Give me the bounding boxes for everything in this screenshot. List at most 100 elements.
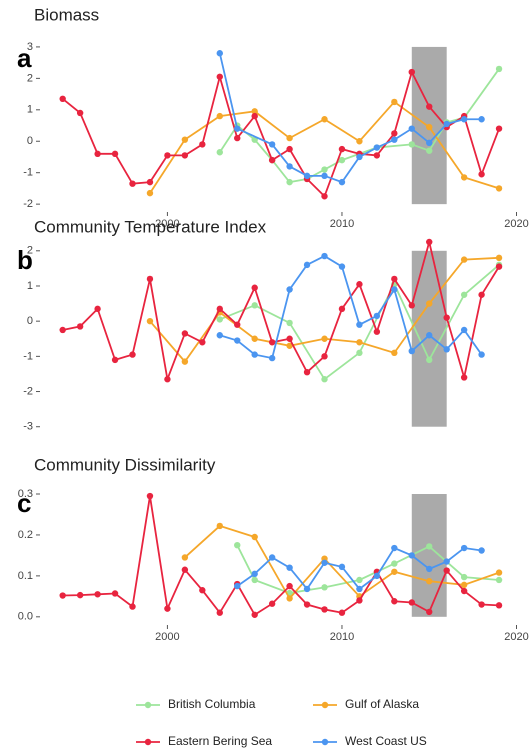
series-line bbox=[62, 241, 500, 383]
data-point bbox=[426, 139, 433, 147]
data-point bbox=[216, 609, 223, 616]
data-point bbox=[408, 302, 415, 309]
data-point bbox=[373, 144, 381, 151]
data-point bbox=[286, 286, 293, 293]
data-point bbox=[59, 95, 66, 103]
data-point bbox=[391, 560, 398, 567]
series-line bbox=[219, 68, 500, 184]
data-point bbox=[460, 544, 468, 552]
data-point bbox=[76, 323, 84, 330]
data-point bbox=[111, 590, 119, 597]
data-point bbox=[495, 125, 503, 132]
data-point bbox=[146, 189, 154, 197]
data-point bbox=[426, 103, 433, 110]
data-point bbox=[286, 595, 293, 602]
data-point bbox=[426, 238, 433, 246]
data-point bbox=[426, 123, 433, 131]
data-point bbox=[338, 305, 346, 313]
data-point bbox=[426, 543, 433, 550]
data-point bbox=[460, 256, 468, 263]
data-point bbox=[408, 599, 415, 606]
data-point bbox=[129, 351, 136, 358]
legend-label: British Columbia bbox=[168, 697, 256, 711]
data-point bbox=[460, 573, 468, 581]
data-point bbox=[234, 541, 241, 549]
data-point bbox=[181, 554, 189, 561]
data-point bbox=[268, 339, 276, 346]
data-point bbox=[199, 339, 206, 346]
data-point bbox=[391, 286, 398, 293]
y-tick-label: 2 bbox=[27, 72, 33, 84]
data-point bbox=[251, 570, 258, 578]
data-point bbox=[373, 312, 381, 320]
data-point bbox=[251, 351, 258, 358]
y-tick-label: -2 bbox=[23, 385, 33, 397]
data-point bbox=[338, 263, 346, 270]
panel-letter: a bbox=[17, 43, 32, 73]
data-point bbox=[478, 547, 485, 554]
data-point bbox=[251, 284, 258, 291]
data-point bbox=[216, 50, 223, 57]
x-tick-label: 2010 bbox=[330, 218, 354, 230]
data-point bbox=[408, 141, 415, 148]
data-point bbox=[286, 342, 293, 349]
data-point bbox=[268, 141, 276, 148]
data-point bbox=[94, 150, 101, 158]
data-point bbox=[391, 544, 398, 552]
y-tick-label: 1 bbox=[27, 280, 33, 292]
y-tick-label: 1 bbox=[27, 104, 33, 116]
data-point bbox=[443, 120, 450, 128]
data-point bbox=[234, 134, 241, 142]
data-point bbox=[373, 328, 381, 335]
data-point bbox=[181, 358, 189, 365]
data-point bbox=[59, 326, 66, 334]
data-point bbox=[408, 552, 415, 559]
data-point bbox=[129, 603, 136, 610]
data-point bbox=[460, 326, 468, 334]
data-point bbox=[94, 591, 101, 598]
data-point bbox=[181, 152, 189, 159]
data-point bbox=[76, 591, 84, 599]
data-point bbox=[321, 353, 328, 360]
data-point bbox=[356, 339, 363, 346]
data-point bbox=[460, 581, 468, 589]
data-point bbox=[408, 125, 415, 132]
y-tick-label: 2 bbox=[27, 245, 33, 257]
y-tick-label: -1 bbox=[23, 167, 33, 179]
data-point bbox=[495, 576, 503, 584]
data-point bbox=[321, 606, 328, 613]
data-point bbox=[303, 601, 311, 608]
data-point bbox=[391, 275, 398, 283]
data-point bbox=[460, 116, 468, 123]
data-point bbox=[426, 608, 433, 616]
data-point bbox=[495, 65, 503, 73]
data-point bbox=[321, 376, 328, 383]
data-point bbox=[356, 281, 363, 288]
data-point bbox=[199, 141, 206, 148]
data-point bbox=[478, 351, 485, 358]
y-tick-label: 0.3 bbox=[18, 488, 33, 500]
data-point bbox=[408, 68, 415, 76]
series-line bbox=[62, 495, 500, 617]
data-point bbox=[251, 611, 258, 618]
shaded-period bbox=[411, 494, 447, 617]
legend-marker bbox=[144, 701, 152, 709]
data-point bbox=[426, 147, 433, 154]
data-point bbox=[234, 337, 241, 344]
legend-marker bbox=[321, 701, 329, 709]
y-tick-label: 3 bbox=[27, 41, 33, 53]
data-point bbox=[286, 134, 293, 142]
legend-label: Gulf of Alaska bbox=[345, 697, 419, 711]
data-point bbox=[164, 605, 171, 612]
data-point bbox=[460, 374, 468, 381]
data-point bbox=[321, 584, 328, 591]
data-point bbox=[303, 172, 311, 180]
data-point bbox=[426, 577, 433, 585]
data-point bbox=[216, 149, 223, 156]
y-tick-label: 0 bbox=[27, 135, 33, 147]
panel-letter: c bbox=[17, 488, 31, 518]
data-point bbox=[391, 136, 398, 143]
x-tick-label: 2020 bbox=[504, 218, 528, 230]
data-point bbox=[268, 554, 276, 561]
data-point bbox=[391, 130, 398, 137]
